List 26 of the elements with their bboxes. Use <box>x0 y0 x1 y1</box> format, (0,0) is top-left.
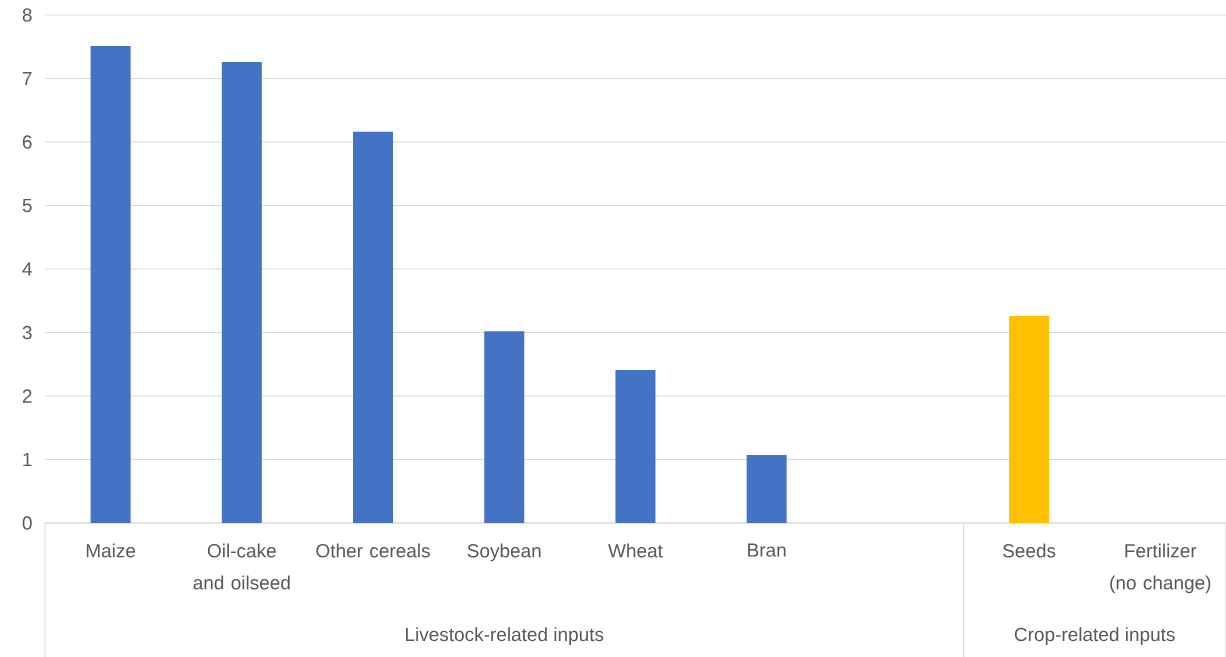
text: Crop-related inputs <box>1014 627 1175 645</box>
x-tick-label: Fertilizer (no change) <box>1110 543 1211 594</box>
bar <box>221 61 262 523</box>
x-tick-label: Maize <box>86 543 136 558</box>
bar <box>1009 315 1050 523</box>
y-tick-label: 4 <box>22 262 32 276</box>
bar <box>90 46 131 523</box>
x-tick-label: Other cereals <box>316 543 430 558</box>
x-tick-label: Soybean <box>467 543 541 562</box>
bar <box>615 369 656 523</box>
y-tick-label: 2 <box>22 389 32 403</box>
bar <box>746 455 787 523</box>
y-tick-label: 1 <box>23 452 32 467</box>
y-tick-label: 3 <box>22 325 32 340</box>
bar <box>353 131 394 523</box>
y-tick-label: 0 <box>22 516 32 530</box>
x-tick-label: Wheat <box>608 543 663 558</box>
text: Livestock-related inputs <box>405 627 604 645</box>
y-tick-label: 7 <box>22 71 32 86</box>
x-tick-label: Oil-cake and oilseed <box>193 543 290 590</box>
y-tick-label: 8 <box>22 8 32 22</box>
y-tick-label: 5 <box>22 198 32 213</box>
x-tick-label: Bran <box>748 543 786 557</box>
bar <box>484 331 525 523</box>
x-tick-label: Seeds <box>1003 543 1056 558</box>
y-tick-label: 6 <box>22 135 32 149</box>
